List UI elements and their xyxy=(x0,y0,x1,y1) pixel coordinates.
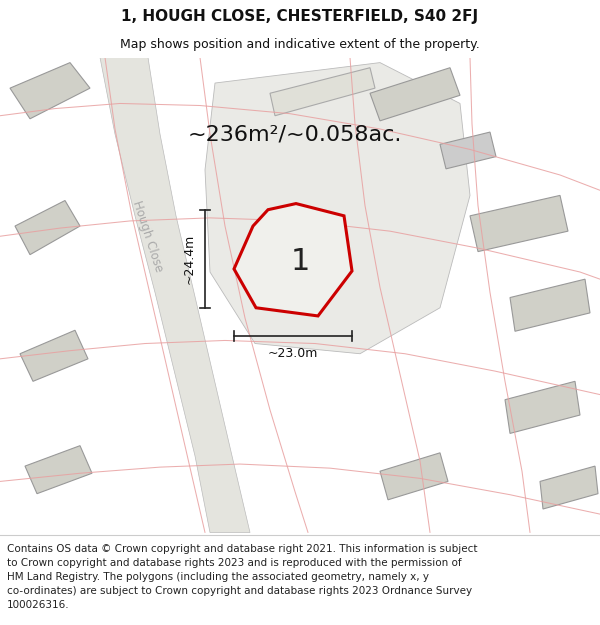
Polygon shape xyxy=(25,446,92,494)
Text: 1: 1 xyxy=(290,248,310,276)
Polygon shape xyxy=(15,201,80,254)
Polygon shape xyxy=(100,58,250,532)
Polygon shape xyxy=(20,330,88,381)
Text: ~236m²/~0.058ac.: ~236m²/~0.058ac. xyxy=(188,124,402,144)
Text: Hough Close: Hough Close xyxy=(130,199,166,274)
Polygon shape xyxy=(205,62,470,354)
Text: 1, HOUGH CLOSE, CHESTERFIELD, S40 2FJ: 1, HOUGH CLOSE, CHESTERFIELD, S40 2FJ xyxy=(121,9,479,24)
Polygon shape xyxy=(510,279,590,331)
Polygon shape xyxy=(270,68,375,116)
Polygon shape xyxy=(540,466,598,509)
Polygon shape xyxy=(505,381,580,433)
Text: Map shows position and indicative extent of the property.: Map shows position and indicative extent… xyxy=(120,38,480,51)
Text: ~23.0m: ~23.0m xyxy=(268,348,318,360)
Text: Contains OS data © Crown copyright and database right 2021. This information is : Contains OS data © Crown copyright and d… xyxy=(7,544,478,609)
Polygon shape xyxy=(234,204,352,316)
Polygon shape xyxy=(440,132,496,169)
Polygon shape xyxy=(370,68,460,121)
Text: ~24.4m: ~24.4m xyxy=(182,234,196,284)
Polygon shape xyxy=(10,62,90,119)
Polygon shape xyxy=(380,453,448,500)
Polygon shape xyxy=(470,196,568,252)
